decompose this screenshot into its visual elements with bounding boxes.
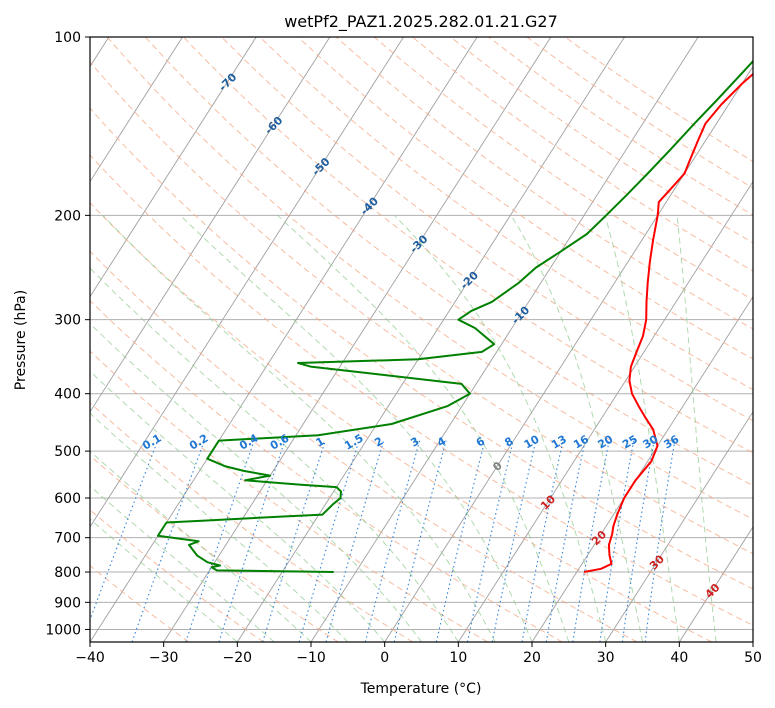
mixing-ratio-line [521, 440, 564, 642]
isotherm-line [384, 65, 753, 642]
y-tick-label: 900 [54, 595, 81, 611]
isotherm-line [605, 410, 753, 642]
isotherm-line [236, 37, 625, 642]
moist-adiabat-line [90, 322, 422, 642]
dry-adiabat-line [259, 37, 753, 391]
dry-adiabat-line [90, 350, 488, 642]
moist-adiabat-line [90, 412, 349, 642]
dry-adiabat-line [90, 61, 753, 555]
x-tick-label: −20 [223, 650, 253, 666]
dry-adiabat-line [90, 454, 339, 642]
dry-adiabat-line [297, 37, 753, 360]
mixing-ratio-line [545, 440, 586, 642]
axes: −40 −30 −20 −10 0 10 20 30 40 50 100 200 300 400 500 60… [45, 30, 762, 666]
x-axis-title: Temperature (°C) [360, 681, 482, 697]
mixing-ratio-line [262, 440, 326, 642]
isotherm-line [90, 37, 478, 642]
x-tick-label: 30 [597, 650, 615, 666]
moist-adiabat-line [676, 215, 717, 642]
dry-adiabat-line [90, 154, 753, 626]
x-tick-label: 50 [744, 650, 762, 666]
dry-adiabat-line [90, 250, 638, 642]
x-tick-label: 20 [523, 650, 541, 666]
moist-adiabat-line [90, 450, 312, 642]
x-tick-label: −40 [75, 650, 105, 666]
chart-title: wetPf2_PAZ1.2025.282.01.21.G27 [284, 12, 558, 32]
dry-adiabat-line [90, 402, 414, 642]
x-tick-label: 10 [449, 650, 467, 666]
dry-adiabat-line [90, 564, 190, 642]
x-tick-label: 0 [380, 650, 389, 666]
mixing-ratio-line [644, 440, 676, 642]
dry-adiabat-line [90, 509, 264, 642]
x-tick-label: −10 [296, 650, 326, 666]
moist-adiabat-line [90, 267, 459, 642]
y-tick-label: 800 [54, 565, 81, 581]
x-tick-label: 40 [670, 650, 688, 666]
dry-adiabat-line [90, 107, 753, 590]
mixing-ratio-line [185, 440, 255, 642]
isotherm-line [90, 37, 331, 413]
isotherm-line [163, 37, 552, 642]
mixing-ratio-line [131, 440, 205, 642]
dry-adiabat-line [90, 202, 712, 642]
mixing-ratio-line [621, 440, 655, 642]
y-tick-label: 700 [54, 531, 81, 547]
y-tick-label: 400 [54, 387, 81, 403]
y-tick-label: 500 [54, 444, 81, 460]
isotherm-line [678, 526, 753, 642]
mixing-ratio-line [599, 440, 635, 642]
moist-adiabat-line [277, 214, 570, 642]
background-lines [90, 37, 753, 642]
moist-adiabat-line [90, 370, 386, 642]
mixing-ratio-line [491, 440, 537, 642]
mixing-ratio-line [90, 440, 159, 622]
temperature-profile-line [583, 72, 753, 573]
moist-adiabat-line [102, 214, 496, 642]
mixing-ratio-line [218, 440, 286, 642]
isotherm-line [90, 37, 404, 528]
dry-adiabat-line [90, 300, 563, 642]
y-tick-label: 1000 [45, 622, 81, 638]
plot-frame [89, 36, 754, 643]
x-tick-label: −30 [149, 650, 179, 666]
dry-adiabat-line [106, 37, 753, 520]
y-tick-label: 200 [54, 208, 81, 224]
dewpoint-profile-line [156, 59, 753, 573]
isotherm-line [531, 295, 753, 642]
isotherm-line [90, 37, 183, 183]
dry-adiabat-line [373, 37, 753, 301]
y-tick-label: 300 [54, 313, 81, 329]
isotherm-line [457, 180, 753, 642]
isotherm-line [90, 37, 257, 298]
mixing-ratio-line [466, 440, 514, 642]
y-tick-label: 600 [54, 491, 81, 507]
profile-series [156, 59, 753, 573]
moist-adiabat-line [179, 214, 533, 642]
y-tick-label: 100 [54, 30, 81, 46]
y-axis-title: Pressure (hPa) [13, 290, 29, 390]
